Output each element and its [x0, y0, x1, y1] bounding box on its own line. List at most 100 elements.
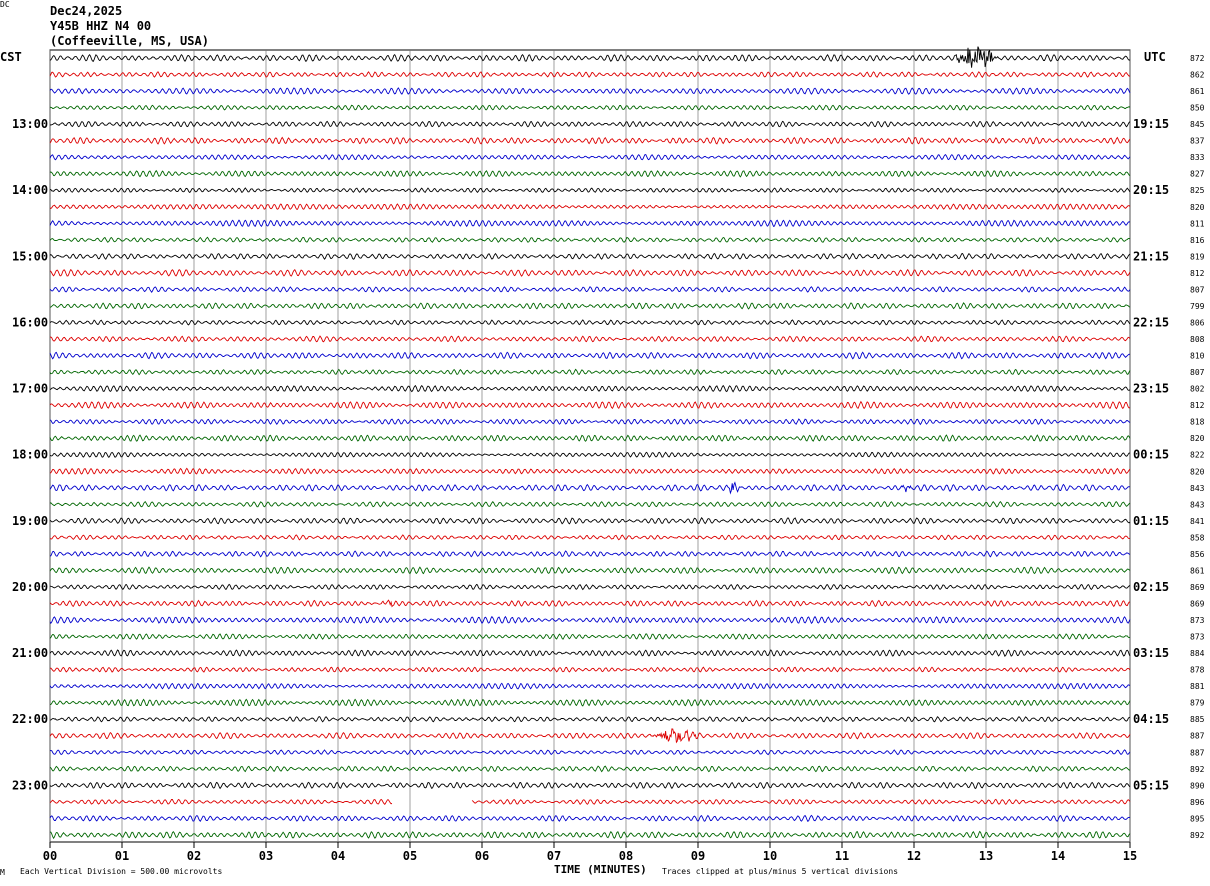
chart-header: Dec24,2025 Y45B HHZ N4 00 (Coffeeville, … [50, 4, 209, 49]
trace-line [49, 219, 1131, 228]
trace-line [49, 319, 1131, 326]
cst-hour-label: 21:00 [12, 646, 48, 660]
dc-offset-label: 861 [1190, 87, 1205, 96]
cst-hour-label: 17:00 [12, 382, 48, 396]
dc-offset-label: 837 [1190, 137, 1205, 146]
x-axis-label: TIME (MINUTES) [554, 863, 647, 876]
dc-offset-label: 833 [1190, 153, 1205, 162]
cst-hour-label: 14:00 [12, 183, 48, 197]
x-tick-label: 01 [115, 849, 129, 863]
dc-offset-label: 861 [1190, 566, 1205, 575]
cst-hour-label: 15:00 [12, 249, 48, 263]
x-tick-label: 09 [691, 849, 705, 863]
trace-group [49, 46, 1131, 840]
trace-line [49, 87, 1131, 95]
trace-line [50, 698, 1131, 707]
dc-offset-label: 812 [1190, 401, 1205, 410]
dc-offset-label: 808 [1190, 335, 1205, 344]
utc-hour-label: 03:15 [1133, 646, 1169, 660]
trace-line [49, 136, 1131, 145]
dc-offset-label: 873 [1190, 616, 1205, 625]
dc-offset-label: 811 [1190, 219, 1205, 228]
dc-offset-label: 887 [1190, 748, 1205, 757]
header-date: Dec24,2025 [50, 4, 123, 18]
trace-line [49, 302, 1131, 310]
x-tick-label: 10 [763, 849, 777, 863]
cst-hour-label: 19:00 [12, 514, 48, 528]
trace-line [49, 566, 1131, 575]
dc-offset-label: 807 [1190, 368, 1205, 377]
trace-line [49, 46, 1131, 68]
utc-hour-label: 23:15 [1133, 382, 1169, 396]
dc-offset-label: 799 [1190, 302, 1205, 311]
cst-hour-label: 13:00 [12, 117, 48, 131]
dc-offset-label: 843 [1190, 484, 1205, 493]
trace-line [49, 666, 1131, 673]
trace-line [49, 682, 1131, 690]
x-tick-label: 03 [259, 849, 273, 863]
dc-offset-label: 869 [1190, 583, 1205, 592]
trace-line [49, 351, 1131, 360]
plot-frame [49, 49, 1131, 843]
header-station: Y45B HHZ N4 00 [50, 19, 152, 33]
trace-line [49, 203, 1131, 211]
dc-offset-label: 810 [1190, 352, 1205, 361]
dc-offset-label: 881 [1190, 682, 1205, 691]
trace-line [49, 169, 1131, 178]
dc-offset-label: 827 [1190, 170, 1205, 179]
trace-line [471, 798, 1131, 806]
dc-offset-label: 895 [1190, 814, 1205, 823]
dc-offset-label: 872 [1190, 54, 1205, 63]
trace-line [49, 583, 1131, 591]
trace-line [49, 187, 1131, 194]
x-tick-label: 05 [403, 849, 417, 863]
trace-line [49, 286, 1131, 293]
x-tick-label: 12 [907, 849, 921, 863]
trace-line [49, 268, 1131, 277]
right-timezone-label: UTC [1144, 50, 1166, 64]
trace-line [49, 534, 1130, 541]
trace-line [49, 467, 1131, 475]
trace-line [49, 599, 1131, 608]
trace-line [49, 649, 1131, 657]
x-tick-label: 07 [547, 849, 561, 863]
trace-line [49, 830, 1131, 840]
dc-offset-label: 873 [1190, 633, 1205, 642]
dc-offset-label: 807 [1190, 285, 1205, 294]
clip-note: Traces clipped at plus/minus 5 vertical … [662, 867, 899, 876]
x-tick-label: 13 [979, 849, 993, 863]
trace-line [49, 434, 1131, 442]
utc-hour-label: 04:15 [1133, 712, 1169, 726]
trace-line [49, 418, 1131, 426]
dc-offset-label: 816 [1190, 236, 1205, 245]
trace-line [49, 236, 1131, 243]
dc-offset-label: 884 [1190, 649, 1205, 658]
dc-offset-label: 820 [1190, 434, 1205, 443]
cst-hour-label: 22:00 [12, 712, 48, 726]
x-tick-label: 00 [43, 849, 57, 863]
utc-hour-label: 00:15 [1133, 448, 1169, 462]
trace-line [49, 798, 393, 805]
scale-note: Each Vertical Division = 500.00 microvol… [20, 867, 223, 876]
dc-offset-label: 887 [1190, 732, 1205, 741]
utc-hour-label: 05:15 [1133, 778, 1169, 792]
dc-offset-label: 885 [1190, 715, 1205, 724]
dc-offset-label: 818 [1190, 418, 1205, 427]
x-tick-label: 02 [187, 849, 201, 863]
utc-hour-label: 20:15 [1133, 183, 1169, 197]
trace-line [49, 633, 1130, 640]
utc-hour-label: 01:15 [1133, 514, 1169, 528]
utc-hour-label: 02:15 [1133, 580, 1169, 594]
trace-line [49, 252, 1131, 260]
dc-offset-label: 812 [1190, 269, 1205, 278]
utc-hour-label: 22:15 [1133, 315, 1169, 329]
dc-offset-label: 892 [1190, 831, 1205, 840]
dc-offset-label: 869 [1190, 599, 1205, 608]
trace-line [49, 615, 1131, 625]
trace-line [49, 71, 1131, 78]
dc-offset-label: 896 [1190, 798, 1205, 807]
x-tick-label: 08 [619, 849, 633, 863]
corner-mark: M [0, 868, 5, 877]
trace-line [49, 814, 1131, 822]
